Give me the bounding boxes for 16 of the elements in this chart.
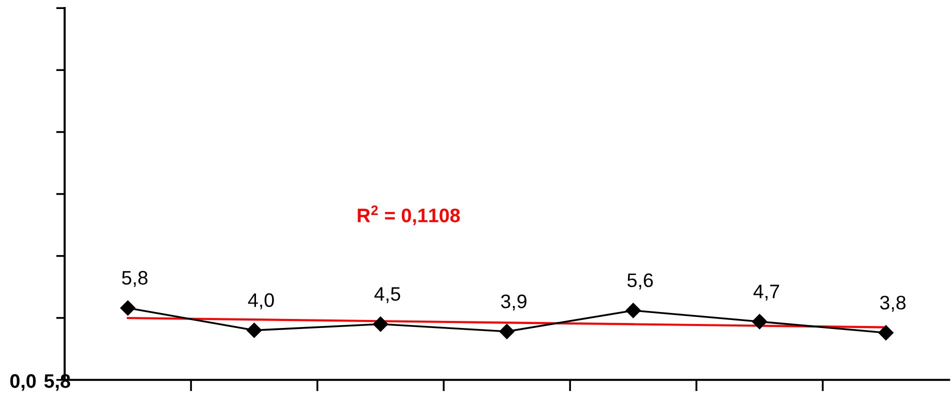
point	[878, 325, 894, 340]
point	[499, 324, 514, 340]
point	[372, 316, 388, 332]
data-label: 3,9	[501, 294, 526, 311]
point	[246, 322, 262, 338]
data-label: 5,8	[122, 270, 148, 287]
text: R$^{2}$ = 0,1108	[358, 205, 460, 226]
data-label: 3,8	[880, 296, 906, 312]
point	[120, 300, 136, 316]
data-label: 4,0	[248, 293, 274, 310]
point	[626, 302, 641, 318]
data-label: 4,7	[753, 284, 780, 301]
data-label: 5,6	[627, 273, 653, 290]
text: 0,0	[10, 374, 36, 391]
data-label: 4,5	[374, 287, 400, 304]
point	[752, 314, 768, 330]
